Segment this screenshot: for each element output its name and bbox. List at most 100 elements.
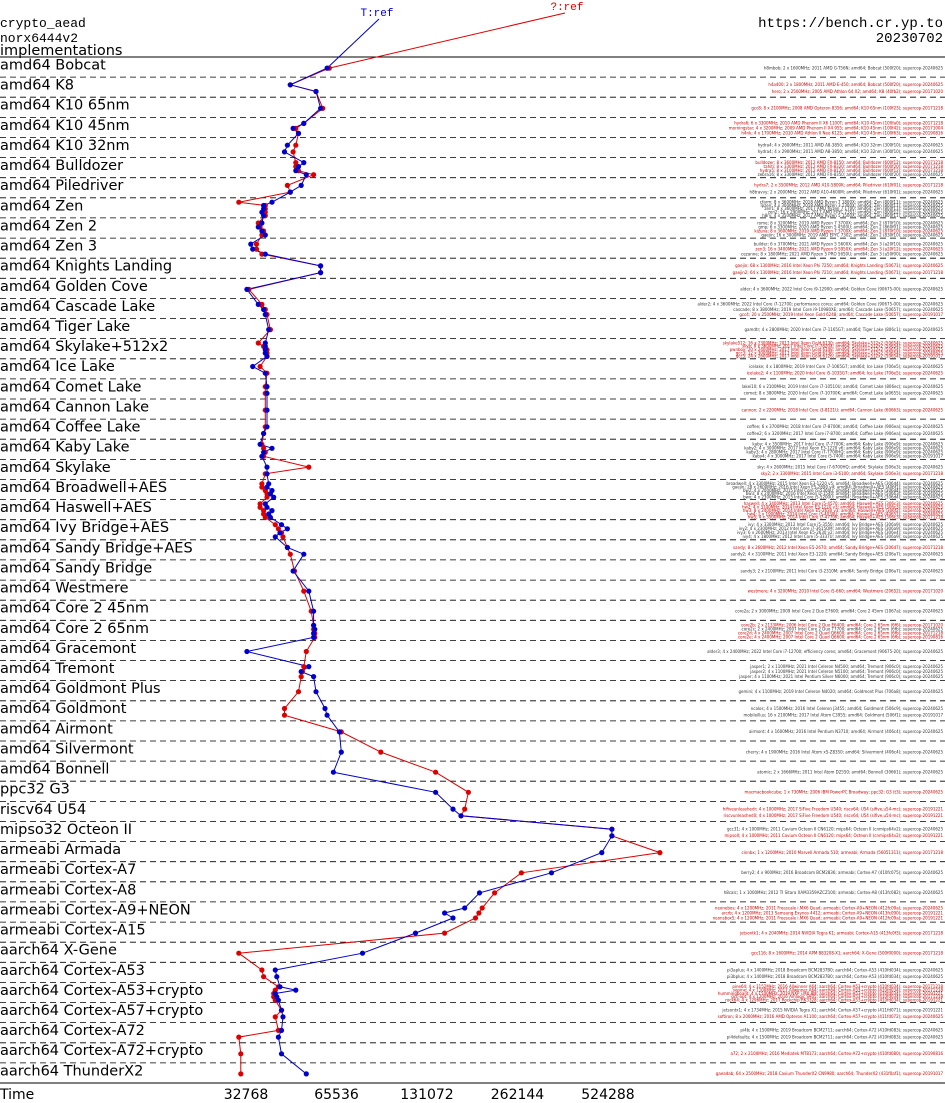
platform-label: amd64 Broadwell+AES [0,480,167,496]
series-tref-point [293,987,299,993]
machine-label: gcc116; 8 x 1600MHz; 2014 APM 883208-X1;… [751,951,943,956]
series-tref-point [338,749,344,755]
machine-label: skylake512; 16 x 2300MHz; 2017 Intel Xeo… [723,340,944,345]
machine-label: comet; 8 x 3800MHz; 2020 Intel Core i7-1… [744,391,944,396]
platform-label: amd64 K10 45nm [0,118,130,134]
platform-label: amd64 K8 [0,78,74,94]
platform-label: amd64 Skylake [0,460,111,476]
platform-label: amd64 K10 32nm [0,138,130,154]
machine-label: coffee2; 6 x 3200MHz; 2017 Intel Core i7… [747,431,944,436]
series-qref-point [236,950,242,956]
machine-label: h4a400; 2 x 1800MHz; 2011 AMD E-450; amd… [768,82,943,87]
machine-label: hummingboard; 4 x 1500MHz; 2019 NXP i.MX… [718,991,944,996]
series-tref-point [609,826,615,832]
platform-label: aarch64 Cortex-A57+crypto [0,1003,203,1019]
x-tick-label: 32768 [224,1087,269,1103]
machine-label: gaeadab; 64 x 2500MHz; 2018 Cavium Thund… [716,1071,944,1076]
site-url[interactable]: https://bench.cr.yp.to [758,16,943,32]
machine-label: gcc5; 24 x 2600MHz; 2017 Intel Xeon Gold… [736,354,944,359]
machine-label: jetsontx1; 4 x 1734MHz; 2015 NVIDIA Tegr… [721,1008,943,1013]
series-tref-point [303,172,309,178]
platform-label: riscv64 U54 [0,802,86,818]
series-tref-point [311,634,317,641]
machine-label: arcrb; 4 x 1200MHz; 2013 Samsung Exynos … [721,910,943,915]
series-qref-point [479,905,485,911]
platform-labels: amd64 Bobcat amd64 K8 amd64 K10 65nm amd64 … [0,58,203,1080]
machine-label: ivy; 4 x 3300MHz; 2012 Intel Core i5-355… [748,522,944,527]
machine-label: hydra6; 6 x 3300MHz; 2010 AMD Phenom II … [734,121,943,126]
platform-label: aarch64 Cortex-A72 [0,1023,145,1039]
platform-label: armeabi Cortex-A7 [0,862,136,878]
platform-label: ppc32 G3 [0,782,70,798]
machine-label: zebra16; 8 x 3300MHz; 2012 AMD FX-8350; … [758,172,944,177]
machine-label: alder2; 4 x 3600MHz; 2022 Intel Core i7-… [697,302,943,307]
platform-label: amd64 Haswell+AES [0,500,152,516]
report-date: 20230702 [876,31,943,47]
machine-label: cascade; 8 x 3800MHz; 2019 Intel Core i9… [733,307,943,312]
machine-label: neonebos; 4 x 1200MHz; 2011 Freescale i.… [715,905,944,910]
series-tref-point [261,306,267,313]
series-tref-point [261,449,267,455]
series-qref-point [262,514,268,521]
machine-label: gemini; 4 x 1100MHz; 2019 Intel Celeron … [738,689,943,694]
series-qref-point [257,504,263,510]
machine-label: gaejin; 16 x 3000MHz; 2019 AMD EPYC 7302… [761,232,943,237]
platform-label: amd64 Airmont [0,721,113,737]
machine-label: kaby2; 4 x 3000MHz; 2017 Intel Xeon E3-1… [744,446,943,451]
series-qref-point [255,220,261,226]
machine-label: core2a; 2 x 3000MHz; 2009 Intel Core 2 D… [735,609,943,614]
platform-label: amd64 Sandy Bridge+AES [0,540,193,556]
series-qref-point [257,363,263,370]
series-tref-point [442,910,448,916]
machine-label: jasper1; 2 x 1100MHz; 2021 Intel Celeron… [749,664,943,669]
platform-label: aarch64 Cortex-A53 [0,963,145,979]
machine-label: gcc-opt; 4 x 1200MHz; 2016 Amlogic S905;… [731,994,943,999]
series-qref-point [293,142,299,148]
series-tref-point [412,930,419,936]
series-tref-point [450,915,456,921]
platform-label: amd64 Piledriver [0,178,123,194]
series-tref-point [264,353,270,359]
row-separators [0,76,945,1064]
platform-label: amd64 Knights Landing [0,259,172,275]
series-tref-point [318,105,324,111]
series-points [236,65,663,1077]
series-qref-point [259,967,265,973]
series-tref-point [262,232,268,238]
chart-subtitle: implementations [0,43,122,59]
series-tref-point [264,504,270,510]
series-tref-point [311,622,317,628]
primitive-name: crypto_aead [0,16,86,31]
series-qref-line [237,67,661,1074]
platform-label: aarch64 Cortex-A72+crypto [0,1043,203,1059]
series-tref-point [261,213,267,219]
machine-label: morningstar; 4 x 3200MHz; 2009 AMD Pheno… [729,126,944,131]
series-qref-point [462,806,468,812]
machine-label: gmp; 6 x 3300MHz; 2020 AMD Ryzen 5 4500U… [758,224,943,229]
machine-label: pi3aplus; 4 x 1400MHz; 2018 Broadcom BCM… [727,967,944,972]
series-qref-point [311,172,317,178]
series-qref-point [253,246,260,252]
series-tref-point [433,789,439,795]
platform-label: amd64 Goldmont [0,701,127,717]
machine-label: kaby3; 4 x 2800MHz; 2017 Intel Core i7-7… [746,450,943,455]
machine-label: core2d; 4 x 2400MHz; 2007 Intel Core 2 Q… [738,631,944,636]
series-tref-point [324,65,330,71]
machine-label: alder; 4 x 3600MHz; 2022 Intel Core i9-1… [740,287,943,292]
platform-label: amd64 Core 2 65nm [0,621,149,637]
platform-label: amd64 Gracemont [0,641,136,657]
series-qref-point [238,1071,244,1077]
series-tref-point [272,534,278,540]
series-qref-point [264,494,270,500]
platform-label: amd64 Tiger Lake [0,319,130,335]
platform-label: amd64 Zen 2 [0,218,97,234]
series-tref-point [301,551,307,557]
machine-label: cezanne; 8 x 1800MHz; 2021 AMD Ryzen 5 P… [741,251,943,256]
series-tref-point [259,453,265,459]
series-tref-point [274,974,280,980]
series-qref-point [281,705,288,712]
machine-label: hw2; 4 x 3100MHz; 2014 Intel Xeon E3-122… [742,505,943,510]
platform-label: amd64 Goldmont Plus [0,681,161,697]
series-tref-point [318,270,324,276]
